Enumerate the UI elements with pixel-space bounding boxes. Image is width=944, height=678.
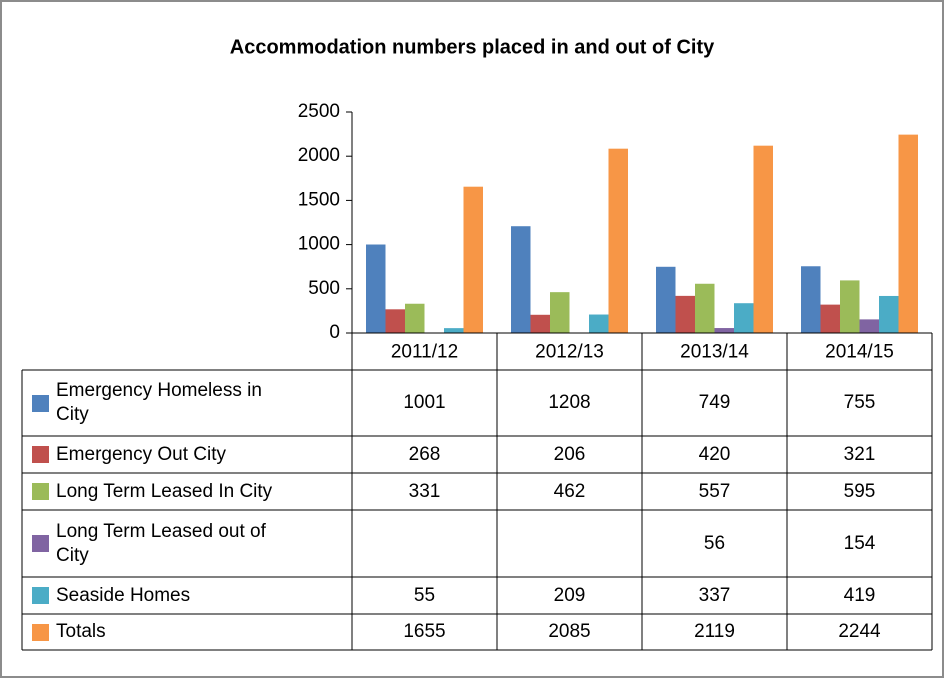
y-tick-label: 2000: [298, 145, 340, 166]
bar: [366, 244, 386, 333]
table-value: 2119: [694, 621, 735, 642]
legend-label: Totals: [56, 621, 106, 642]
legend-swatch: [32, 623, 49, 641]
table-value: [497, 510, 642, 577]
table-value: 755: [843, 392, 876, 413]
bar: [879, 295, 899, 333]
bar: [385, 309, 405, 333]
table-value: 419: [843, 584, 876, 606]
table-value: 2244: [838, 621, 881, 642]
legend-swatch: [32, 535, 49, 552]
bar: [695, 283, 715, 333]
bar: [444, 328, 464, 333]
table-value: 1655: [403, 621, 446, 642]
bar: [734, 303, 754, 333]
table-value: 331: [408, 480, 441, 502]
table-value: 749: [698, 392, 731, 413]
bar: [859, 319, 879, 333]
x-tick-label: 2013/14: [680, 342, 749, 363]
y-tick-label: 1000: [298, 234, 340, 255]
table-value: 595: [843, 480, 876, 502]
legend-label: Seaside Homes: [56, 584, 191, 606]
legend-label: Long Term Leased In City: [56, 480, 273, 502]
table-value: 1001: [403, 392, 446, 413]
legend-swatch: [32, 446, 49, 463]
y-tick-label: 0: [329, 322, 340, 343]
bar: [714, 328, 734, 333]
table-value: 154: [843, 532, 876, 554]
legend-label: Emergency Out City: [56, 443, 226, 465]
bar: [898, 134, 918, 333]
x-tick-label: 2011/12: [391, 342, 458, 363]
legend-swatch: [32, 394, 49, 412]
table-value: 56: [703, 532, 726, 554]
bar: [589, 314, 609, 333]
bar: [801, 266, 821, 333]
bar: [463, 186, 483, 333]
bar: [530, 314, 550, 333]
table-value: 462: [553, 480, 586, 502]
y-tick-label: 500: [308, 278, 340, 299]
bar: [840, 280, 860, 333]
legend-label: Emergency Homeless in City: [56, 380, 262, 425]
table-value: 206: [553, 443, 586, 465]
table-value: 420: [698, 443, 731, 465]
table-value: 209: [553, 584, 586, 606]
bar: [405, 303, 425, 333]
x-tick-label: 2014/15: [825, 342, 894, 363]
y-tick-label: 1500: [298, 189, 340, 210]
table-value: [352, 510, 497, 577]
y-tick-label: 2500: [298, 101, 340, 122]
bar: [656, 266, 676, 333]
table-value: 1208: [548, 392, 591, 413]
bar: [608, 148, 628, 333]
table-value: 321: [843, 443, 876, 465]
table-value: 2085: [548, 621, 591, 642]
legend-label: Long Term Leased out of City: [56, 520, 266, 566]
x-tick-label: 2012/13: [535, 342, 604, 363]
legend-swatch: [32, 483, 49, 500]
bar: [753, 145, 773, 333]
chart-title: Accommodation numbers placed in and out …: [230, 36, 715, 58]
legend-swatch: [32, 587, 49, 604]
bar: [550, 292, 570, 333]
table-value: 337: [698, 584, 731, 606]
bar: [675, 295, 695, 333]
bar: [820, 304, 840, 333]
table-value: 557: [698, 480, 731, 502]
bar: [511, 226, 531, 333]
table-value: 55: [413, 584, 436, 606]
table-value: 268: [408, 443, 441, 465]
